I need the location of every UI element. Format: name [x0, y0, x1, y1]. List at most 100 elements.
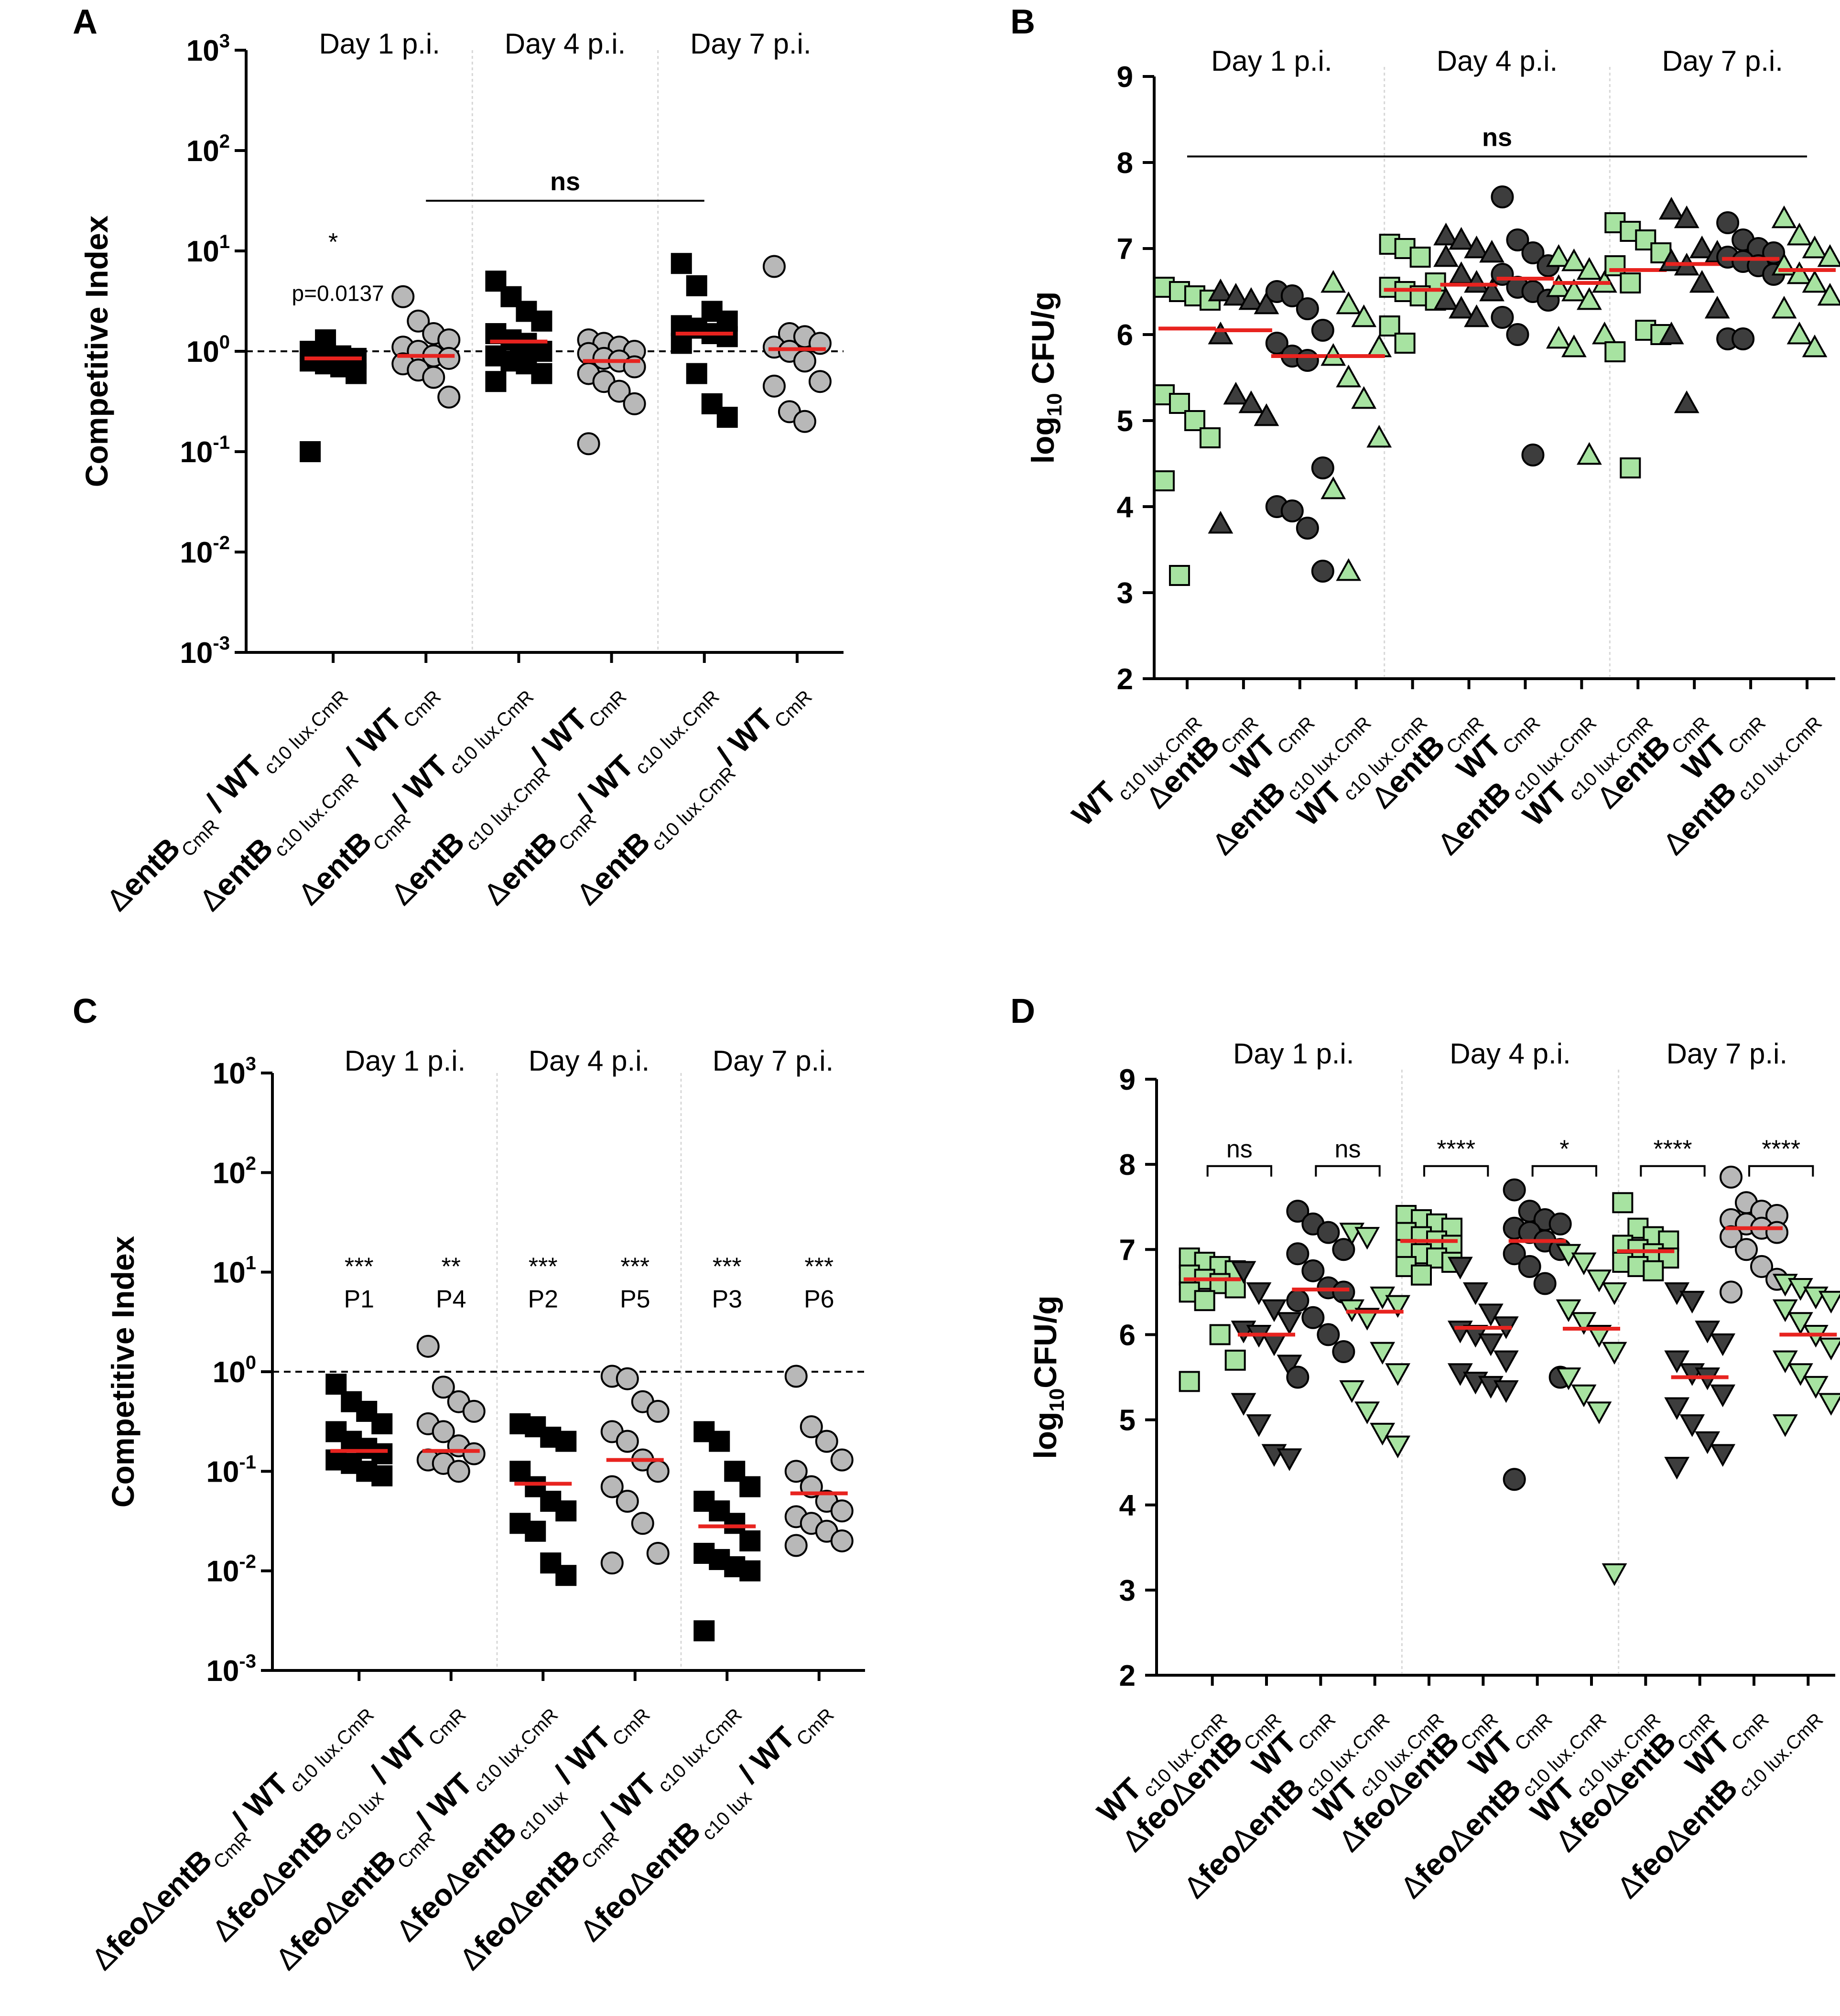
circle-marker — [762, 255, 786, 278]
square-marker — [724, 1461, 746, 1482]
triangle-marker — [1479, 239, 1504, 263]
y-tick-label: 8 — [1119, 1149, 1136, 1181]
triangle-marker — [1802, 235, 1828, 259]
triangle-down-marker — [1447, 1257, 1473, 1280]
tick-base: 10 — [186, 235, 219, 268]
comparison-label: ns — [1335, 1136, 1361, 1163]
square-marker — [1209, 1324, 1231, 1345]
square-marker — [1604, 341, 1626, 362]
circle-marker — [830, 1529, 854, 1552]
triangle-marker — [1320, 476, 1346, 499]
y-tick-label: 2 — [1117, 663, 1133, 696]
comparison-bracket — [1206, 1165, 1272, 1177]
series-group — [1716, 211, 1786, 350]
circle-marker — [1503, 1178, 1526, 1202]
y-tick-label: 101 — [186, 231, 230, 268]
circle-marker — [616, 1430, 639, 1453]
series-group — [671, 253, 738, 428]
category-label: ΔentBc10 lux.CmR — [1656, 697, 1826, 867]
series-group — [325, 1374, 393, 1486]
triangle-marker — [1658, 321, 1684, 345]
tick-base: 10 — [213, 1356, 246, 1389]
series-group — [300, 329, 367, 462]
triangle-down-marker — [1231, 1393, 1256, 1416]
triangle-down-marker — [1602, 1342, 1627, 1365]
square-marker — [1612, 1192, 1634, 1214]
triangle-marker — [1464, 235, 1489, 259]
triangle-down-marker — [1818, 1290, 1840, 1314]
significance-stars: ** — [442, 1253, 461, 1281]
series-group — [1447, 1257, 1519, 1403]
triangle-marker — [1336, 558, 1362, 581]
series-group — [1664, 1282, 1736, 1480]
triangle-down-marker — [1385, 1295, 1411, 1318]
pair-id: P3 — [712, 1286, 742, 1313]
triangle-down-marker — [1370, 1422, 1396, 1446]
day-label: Day 1 p.i. — [319, 28, 440, 60]
triangle-marker — [1336, 364, 1362, 388]
triangle-marker — [1320, 270, 1346, 293]
triangle-down-marker — [1571, 1252, 1597, 1276]
triangle-marker — [1449, 295, 1474, 319]
series-group — [1396, 1205, 1462, 1286]
triangle-marker — [1786, 222, 1812, 246]
square-marker — [1169, 393, 1190, 414]
y-title-sub: 10 — [1045, 1388, 1069, 1412]
square-marker — [739, 1560, 761, 1582]
triangle-marker — [1689, 235, 1715, 259]
triangle-down-marker — [1586, 1269, 1612, 1292]
circle-marker — [1301, 1306, 1325, 1329]
comparison-bracket — [1748, 1165, 1814, 1177]
y-title-sub: 10 — [1043, 393, 1066, 416]
pair-id: P1 — [344, 1286, 374, 1313]
tick-exponent: 0 — [246, 1352, 256, 1373]
series-group — [391, 285, 461, 409]
square-marker — [1604, 255, 1626, 276]
circle-marker — [1332, 1238, 1355, 1261]
square-marker — [1411, 1264, 1432, 1286]
triangle-down-marker — [1478, 1333, 1504, 1356]
triangle-down-marker — [1246, 1282, 1272, 1305]
circle-marker — [1280, 284, 1304, 307]
triangle-marker — [1351, 386, 1377, 409]
triangle-marker — [1254, 291, 1279, 314]
series-group — [784, 1365, 854, 1557]
ns-label: ns — [550, 167, 580, 196]
series-group — [1231, 1261, 1302, 1471]
tick-exponent: 1 — [219, 231, 230, 252]
series-group — [1556, 1244, 1627, 1586]
triangle-marker — [1464, 270, 1489, 293]
circle-marker — [784, 1534, 808, 1557]
comparison-bracket — [1423, 1165, 1489, 1177]
comparison-label: **** — [1654, 1136, 1692, 1163]
circle-marker — [462, 1399, 486, 1423]
category-label-part: WT — [1065, 775, 1123, 833]
tick-base: 10 — [186, 336, 219, 369]
circle-marker — [1735, 1238, 1758, 1261]
series-group — [693, 1421, 761, 1642]
triangle-marker — [1802, 270, 1828, 293]
tick-exponent: 0 — [219, 332, 230, 353]
y-axis-title: log10CFU/g — [1028, 1295, 1069, 1459]
significance-stars: *** — [713, 1253, 742, 1281]
circle-marker — [1296, 517, 1319, 540]
triangle-marker — [1576, 287, 1602, 310]
triangle-marker — [1689, 270, 1715, 293]
category-label-part: c10 lux.CmR — [260, 686, 352, 779]
triangle-down-marker — [1710, 1384, 1736, 1408]
circle-marker — [447, 1460, 470, 1483]
triangle-marker — [1464, 304, 1489, 327]
day-label: Day 7 p.i. — [1667, 1038, 1787, 1070]
triangle-down-marker — [1385, 1435, 1411, 1459]
series-group — [1208, 278, 1279, 534]
tick-base: 10 — [213, 1057, 246, 1090]
square-marker — [1179, 1371, 1200, 1392]
triangle-down-marker — [1277, 1312, 1302, 1335]
square-marker — [485, 271, 507, 292]
y-tick-label: 103 — [186, 31, 230, 67]
triangle-marker — [1674, 390, 1699, 413]
y-axis-title: Competitive Index — [105, 1236, 141, 1507]
y-tick-label: 10-2 — [180, 532, 230, 569]
y-tick-label: 2 — [1119, 1659, 1136, 1692]
circle-marker — [784, 1365, 808, 1388]
